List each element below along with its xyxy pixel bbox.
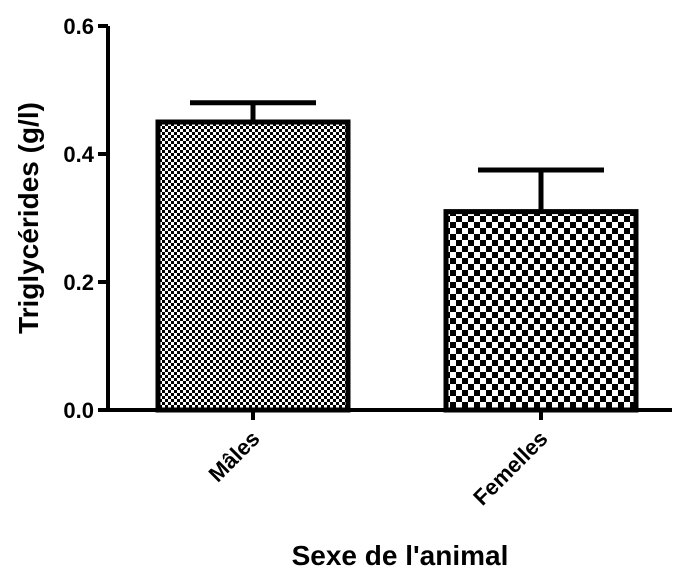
x-axis-title: Sexe de l'animal bbox=[292, 540, 509, 571]
bar-0 bbox=[155, 119, 351, 413]
y-tick-label: 0.2 bbox=[63, 270, 94, 295]
y-tick-label: 0.6 bbox=[63, 14, 94, 39]
x-axis: Mâles Femelles bbox=[106, 408, 672, 510]
y-axis-title: Triglycérides (g/l) bbox=[13, 102, 44, 334]
y-tick-label: 0.0 bbox=[63, 398, 94, 423]
x-tick-label: Mâles bbox=[204, 426, 265, 487]
y-tick-label: 0.4 bbox=[63, 142, 94, 167]
bar-1 bbox=[443, 209, 639, 413]
x-tick-label: Femelles bbox=[468, 426, 552, 510]
y-axis: 0.0 0.2 0.4 0.6 bbox=[63, 14, 110, 423]
